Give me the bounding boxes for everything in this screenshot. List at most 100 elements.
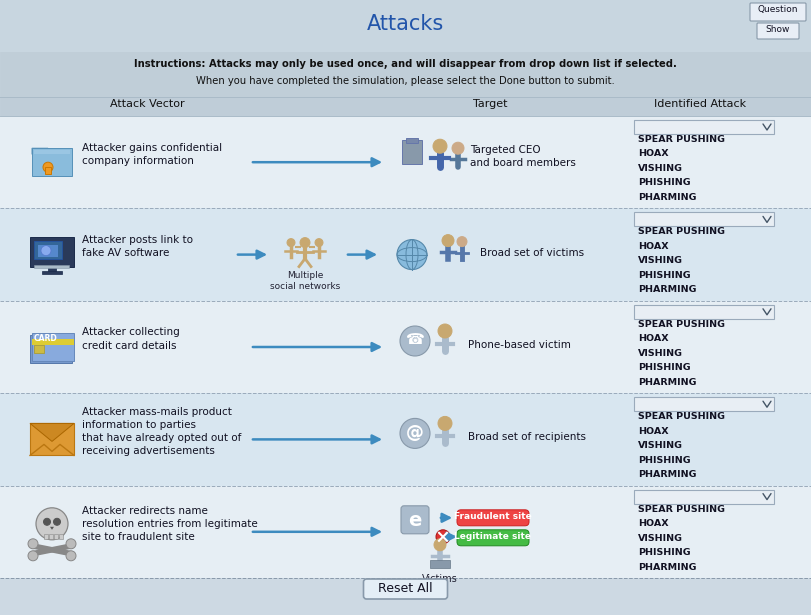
Text: SPEAR PUSHING: SPEAR PUSHING <box>638 504 725 514</box>
Text: PHARMING: PHARMING <box>638 285 697 295</box>
Text: HOAX: HOAX <box>638 149 668 159</box>
Circle shape <box>36 508 68 540</box>
Text: CARD: CARD <box>34 334 58 343</box>
Text: Attack Vector: Attack Vector <box>109 99 184 109</box>
Text: When you have completed the simulation, please select the Done button to submit.: When you have completed the simulation, … <box>195 76 615 86</box>
Circle shape <box>28 551 38 561</box>
FancyBboxPatch shape <box>34 240 62 258</box>
Text: HOAX: HOAX <box>638 427 668 435</box>
Text: VISHING: VISHING <box>638 256 683 265</box>
Text: PHISHING: PHISHING <box>638 363 691 372</box>
Text: Victims: Victims <box>422 574 458 584</box>
Circle shape <box>54 518 61 525</box>
FancyBboxPatch shape <box>49 534 53 539</box>
FancyBboxPatch shape <box>45 167 51 174</box>
FancyBboxPatch shape <box>0 301 811 393</box>
Circle shape <box>434 539 446 551</box>
FancyBboxPatch shape <box>34 150 70 154</box>
FancyBboxPatch shape <box>457 510 529 526</box>
FancyBboxPatch shape <box>42 271 62 274</box>
Text: HOAX: HOAX <box>638 335 668 343</box>
Circle shape <box>442 234 454 247</box>
FancyBboxPatch shape <box>0 52 811 97</box>
FancyBboxPatch shape <box>0 208 811 301</box>
Text: e: e <box>408 511 422 530</box>
Text: Broad set of recipients: Broad set of recipients <box>468 432 586 442</box>
Text: VISHING: VISHING <box>638 164 683 173</box>
Polygon shape <box>30 423 74 442</box>
Circle shape <box>436 530 450 544</box>
Text: Show: Show <box>766 25 790 34</box>
Text: VISHING: VISHING <box>638 534 683 542</box>
FancyBboxPatch shape <box>634 212 774 226</box>
Text: PHARMING: PHARMING <box>638 470 697 479</box>
Circle shape <box>438 416 452 430</box>
FancyBboxPatch shape <box>634 397 774 411</box>
Text: Broad set of victims: Broad set of victims <box>480 248 584 258</box>
Text: SPEAR PUSHING: SPEAR PUSHING <box>638 320 725 329</box>
Text: VISHING: VISHING <box>638 349 683 358</box>
FancyBboxPatch shape <box>406 138 418 143</box>
Text: PHISHING: PHISHING <box>638 271 691 280</box>
Text: Attacker redirects name
resolution entries from legitimate
site to fraudulent si: Attacker redirects name resolution entri… <box>82 506 258 542</box>
Circle shape <box>400 326 430 356</box>
FancyBboxPatch shape <box>34 345 44 353</box>
Text: SPEAR PUSHING: SPEAR PUSHING <box>638 228 725 236</box>
FancyBboxPatch shape <box>32 339 74 345</box>
FancyBboxPatch shape <box>757 23 799 39</box>
Circle shape <box>452 142 464 154</box>
FancyBboxPatch shape <box>44 534 48 539</box>
Text: Multiple
social networks: Multiple social networks <box>270 271 340 292</box>
FancyBboxPatch shape <box>750 3 806 21</box>
Text: ☎: ☎ <box>406 333 424 347</box>
Circle shape <box>66 551 76 561</box>
Text: Attacks: Attacks <box>367 14 444 34</box>
Text: PHISHING: PHISHING <box>638 178 691 188</box>
Circle shape <box>66 539 76 549</box>
Text: Targeted CEO
and board members: Targeted CEO and board members <box>470 145 576 168</box>
Circle shape <box>433 139 447 153</box>
Text: HOAX: HOAX <box>638 519 668 528</box>
FancyBboxPatch shape <box>0 116 811 208</box>
FancyBboxPatch shape <box>0 486 811 578</box>
Circle shape <box>457 237 467 247</box>
Text: @: @ <box>406 424 424 442</box>
FancyBboxPatch shape <box>457 530 529 546</box>
FancyBboxPatch shape <box>32 148 72 177</box>
Circle shape <box>41 245 51 256</box>
FancyBboxPatch shape <box>402 140 422 164</box>
Text: PHISHING: PHISHING <box>638 548 691 557</box>
Text: Phone-based victim: Phone-based victim <box>468 340 571 350</box>
FancyBboxPatch shape <box>38 245 58 256</box>
Text: PHISHING: PHISHING <box>638 456 691 465</box>
Circle shape <box>438 324 452 338</box>
Text: PHARMING: PHARMING <box>638 378 697 387</box>
FancyBboxPatch shape <box>0 393 811 486</box>
Text: Attacker posts link to
fake AV software: Attacker posts link to fake AV software <box>82 235 193 258</box>
Text: Attacker gains confidential
company information: Attacker gains confidential company info… <box>82 143 222 166</box>
Text: Question: Question <box>757 5 798 14</box>
FancyBboxPatch shape <box>634 490 774 504</box>
Text: PHARMING: PHARMING <box>638 563 697 571</box>
Polygon shape <box>50 527 54 530</box>
FancyBboxPatch shape <box>34 264 69 268</box>
Text: Fraudulent site: Fraudulent site <box>454 512 532 522</box>
Text: Attacker mass-mails product
information to parties
that have already opted out o: Attacker mass-mails product information … <box>82 407 242 456</box>
Text: HOAX: HOAX <box>638 242 668 251</box>
FancyBboxPatch shape <box>634 305 774 319</box>
FancyBboxPatch shape <box>401 506 429 534</box>
Circle shape <box>44 518 50 525</box>
FancyBboxPatch shape <box>0 0 811 52</box>
Circle shape <box>300 237 310 248</box>
Circle shape <box>28 539 38 549</box>
Circle shape <box>400 418 430 448</box>
Polygon shape <box>32 148 48 154</box>
Text: Reset All: Reset All <box>378 582 433 595</box>
FancyBboxPatch shape <box>30 423 74 455</box>
Text: SPEAR PUSHING: SPEAR PUSHING <box>638 412 725 421</box>
FancyBboxPatch shape <box>59 534 63 539</box>
Text: Identified Attack: Identified Attack <box>654 99 746 109</box>
FancyBboxPatch shape <box>0 97 811 116</box>
Text: Target: Target <box>473 99 507 109</box>
Text: Legitimate site: Legitimate site <box>454 533 531 541</box>
